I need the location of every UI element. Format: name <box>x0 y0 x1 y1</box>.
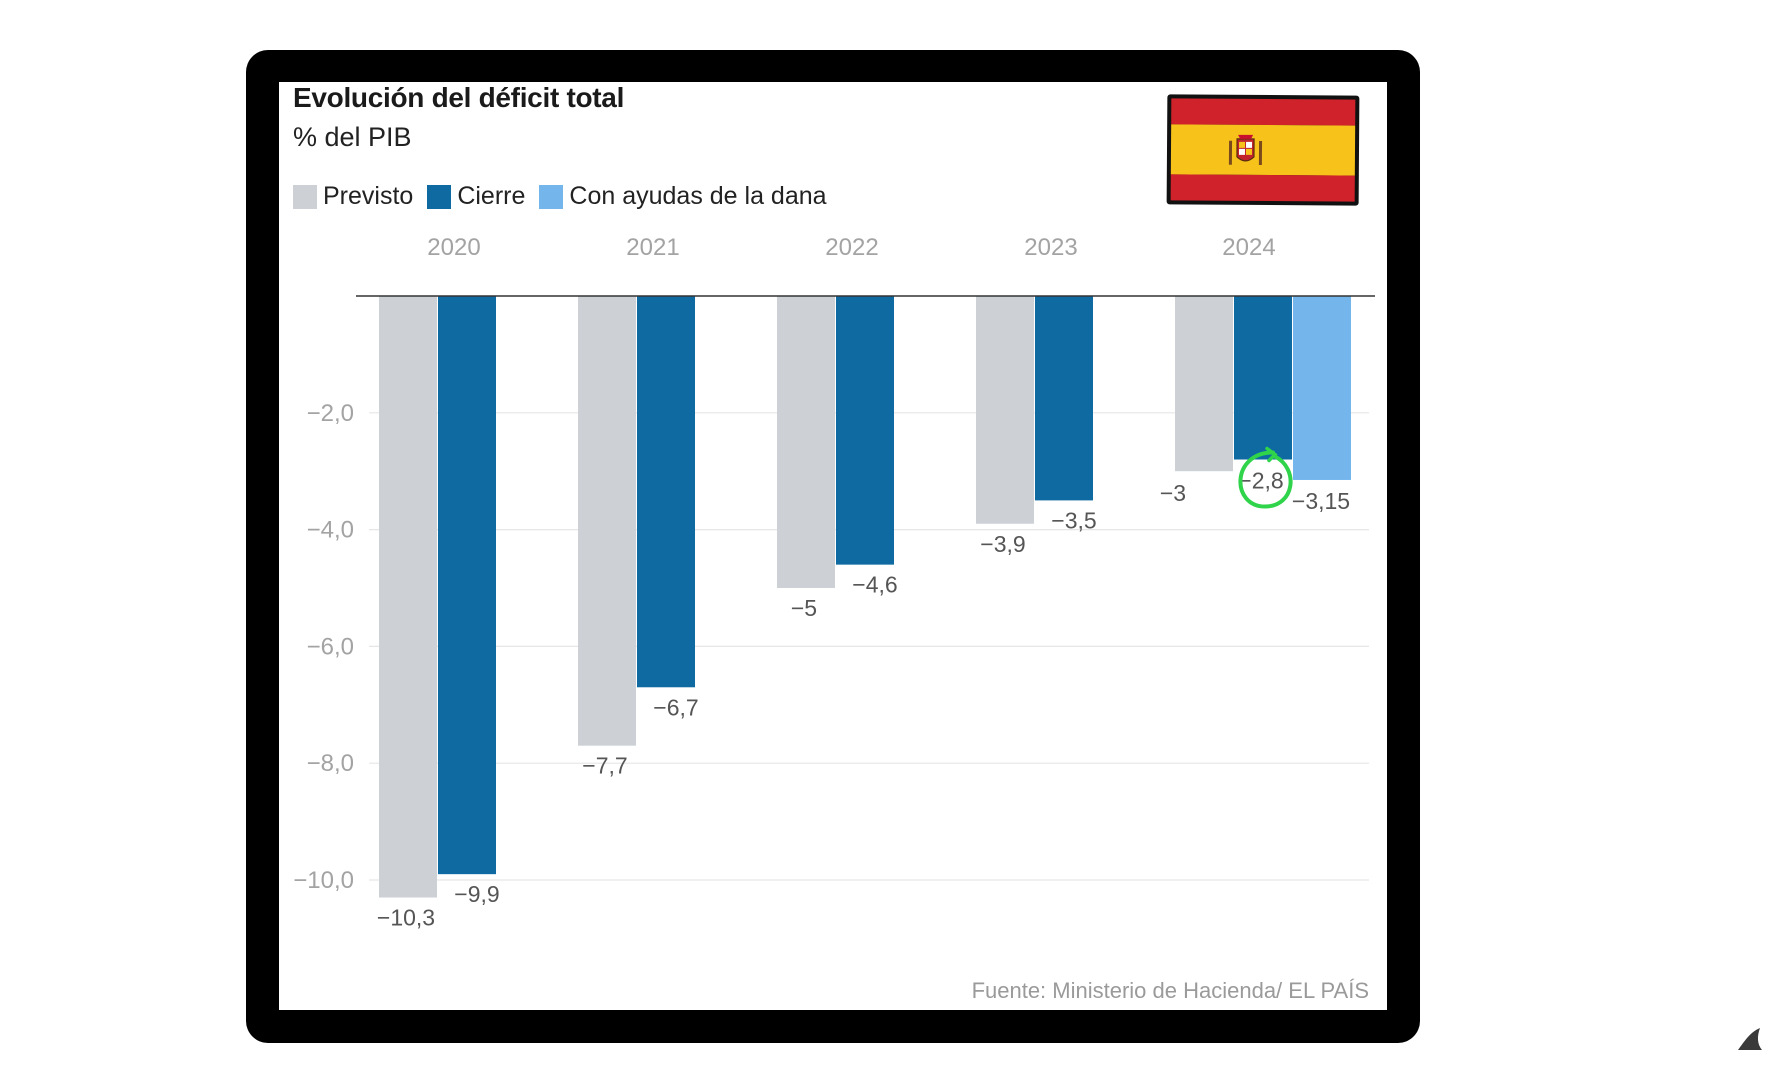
bar-value-label: −4,6 <box>852 572 897 598</box>
chart-legend: Previsto Cierre Con ayudas de la dana <box>293 182 841 211</box>
bar-previsto <box>578 296 636 746</box>
legend-swatch-previsto <box>293 184 317 209</box>
bar-chart: −2,0 −4,0 −6,0 −8,0 −10,0 2020 −10,3 −9,9 2021 −7… <box>293 234 1375 931</box>
bar-value-label: −2,8 <box>1238 468 1283 494</box>
bar-value-label: −3,9 <box>980 531 1025 557</box>
legend-item-cierre: Cierre <box>427 182 525 211</box>
bar-value-label: −6,7 <box>653 694 698 720</box>
y-tick-label: −2,0 <box>307 400 354 427</box>
bar-previsto <box>976 296 1034 524</box>
bar-value-label: −7,7 <box>582 753 627 779</box>
y-tick-label: −6,0 <box>307 633 354 660</box>
bar-value-label: −3,5 <box>1051 507 1096 533</box>
chart-source: Fuente: Ministerio de Hacienda/ EL PAÍS <box>971 978 1369 1003</box>
x-category-label: 2024 <box>1222 234 1275 261</box>
chart-subtitle: % del PIB <box>293 122 412 152</box>
bar-value-label: −10,3 <box>377 905 435 931</box>
y-tick-label: −8,0 <box>307 750 354 777</box>
x-category-label: 2023 <box>1024 234 1077 261</box>
bar-previsto <box>379 296 437 898</box>
bar-cierre <box>438 296 496 875</box>
x-category-label: 2020 <box>427 234 480 261</box>
chart-panel: Evolución del déficit total % del PIB Pr… <box>279 82 1387 1010</box>
bar-cierre <box>1234 296 1292 460</box>
chart-title: Evolución del déficit total <box>293 82 625 113</box>
bar-cierre <box>836 296 894 565</box>
legend-item-previsto: Previsto <box>293 182 413 211</box>
legend-item-dana: Con ayudas de la dana <box>539 182 827 211</box>
bar-value-label: −5 <box>791 595 817 621</box>
fin-icon <box>1738 1028 1762 1050</box>
bar-dana <box>1293 296 1351 480</box>
x-category-label: 2022 <box>825 234 878 261</box>
legend-label-cierre: Cierre <box>457 182 526 210</box>
bar-cierre <box>1035 296 1093 501</box>
bar-previsto <box>1175 296 1233 472</box>
highlight-circle <box>1238 450 1293 509</box>
highlight-arrowhead <box>1265 446 1278 463</box>
legend-swatch-dana <box>539 184 564 209</box>
bar-value-label: −3 <box>1160 480 1186 506</box>
spain-flag-icon <box>1166 94 1360 206</box>
bar-value-label: −3,15 <box>1292 488 1350 514</box>
legend-label-previsto: Previsto <box>323 182 414 210</box>
x-category-label: 2021 <box>626 234 679 261</box>
legend-swatch-cierre <box>427 184 452 209</box>
y-tick-label: −10,0 <box>293 867 354 894</box>
bar-value-label: −9,9 <box>454 881 499 907</box>
legend-label-dana: Con ayudas de la dana <box>569 182 827 210</box>
bar-previsto <box>777 296 835 588</box>
bar-cierre <box>637 296 695 688</box>
y-tick-label: −4,0 <box>307 517 354 544</box>
